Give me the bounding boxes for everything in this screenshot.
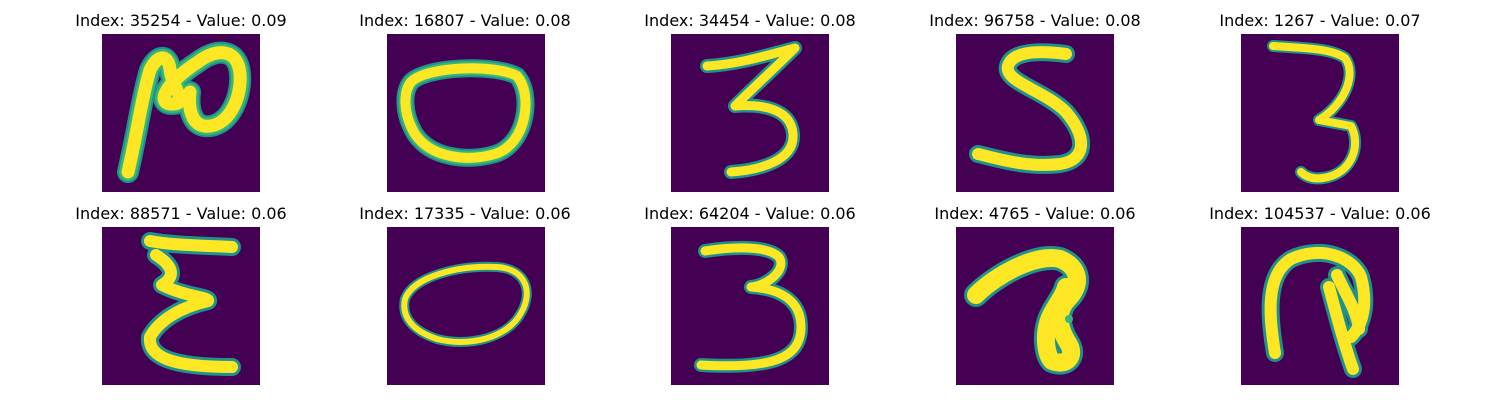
digit-image [387,34,545,192]
panel-title: Index: 88571 - Value: 0.06 [75,204,287,223]
digit-image [956,227,1114,385]
digit-image [956,34,1114,192]
digit-image-64204 [671,227,829,385]
digit-image [102,227,260,385]
panel-title: Index: 17335 - Value: 0.06 [359,204,571,223]
panel-title: Index: 35254 - Value: 0.09 [75,11,287,30]
panel-title: Index: 34454 - Value: 0.08 [644,11,856,30]
digit-image-35254 [102,34,260,192]
digit-image-16807 [387,34,545,192]
digit-image-88571 [102,227,260,385]
panel-title: Index: 64204 - Value: 0.06 [644,204,856,223]
digit-image-4765 [956,227,1114,385]
panel-title: Index: 96758 - Value: 0.08 [929,11,1141,30]
panel-title: Index: 4765 - Value: 0.06 [934,204,1136,223]
digit-image [102,34,260,192]
panel-title: Index: 104537 - Value: 0.06 [1209,204,1431,223]
digit-image-1267 [1241,34,1399,192]
panel-title: Index: 16807 - Value: 0.08 [359,11,571,30]
digit-image-96758 [956,34,1114,192]
digit-image-34454 [671,34,829,192]
digit-image [671,34,829,192]
digit-image [1241,34,1399,192]
digit-image [671,227,829,385]
digit-image-17335 [387,227,545,385]
digit-image [1241,227,1399,385]
digit-image-104537 [1241,227,1399,385]
panel-title: Index: 1267 - Value: 0.07 [1219,11,1421,30]
digit-image [387,227,545,385]
